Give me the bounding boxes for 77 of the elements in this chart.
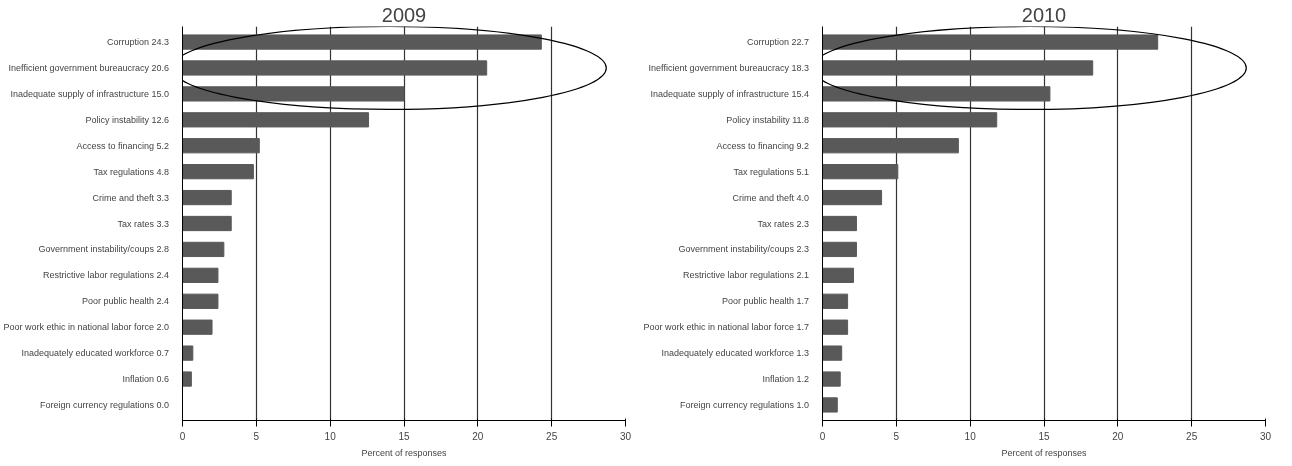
category-label: Corruption 24.3 [106,37,170,48]
bar [182,112,370,128]
bar [822,215,857,232]
bar [822,267,855,283]
category-label: Inefficient government bureaucracy 18.3 [648,62,810,73]
category-label: Poor work ethic in national labor force 2.0 [3,322,169,333]
bar [182,345,194,361]
category-label: Foreign currency regulations 1.0 [679,399,810,410]
bar [822,60,1094,76]
category-label: Crime and theft 3.3 [92,192,170,203]
category-label: Crime and theft 4.0 [732,192,810,203]
bar [822,189,883,206]
x-tick-label: 25 [1186,430,1198,442]
category-label: Tax regulations 5.1 [733,166,809,177]
bar [182,86,405,102]
chart-title: 2009 [381,3,427,26]
category-label: Foreign currency regulations 0.0 [39,399,170,410]
bar [822,138,959,154]
bar [822,164,899,180]
x-tick-label: 20 [1112,430,1124,442]
bar [822,319,849,335]
bar [822,397,838,413]
x-tick-label: 0 [819,430,826,442]
x-tick-label: 20 [472,430,484,442]
bar [182,34,542,50]
category-label: Policy instability 11.8 [726,114,809,125]
category-label: Tax rates 3.3 [117,218,169,229]
bar [822,293,849,309]
x-tick-label: 5 [253,430,260,442]
category-label: Inflation 0.6 [122,374,170,385]
category-label: Inadequately educated workforce 1.3 [661,348,810,359]
bar [822,86,1051,102]
x-tick-label: 5 [893,430,900,442]
category-label: Government instability/coups 2.8 [38,244,170,255]
x-axis-title: Percent of responses [361,447,448,458]
category-label: Tax rates 2.3 [757,218,809,229]
category-label: Poor public health 1.7 [721,296,809,307]
category-label: Policy instability 12.6 [85,114,170,125]
category-label: Tax regulations 4.8 [93,166,169,177]
category-label: Inefficient government bureaucracy 20.6 [8,62,170,73]
x-tick-label: 10 [964,430,977,442]
bar [182,319,213,335]
category-label: Restrictive labor regulations 2.1 [682,270,809,281]
x-tick-label: 15 [398,430,410,442]
category-label: Inadequate supply of infrastructure 15.4 [650,88,810,99]
category-label: Inflation 1.2 [762,374,810,385]
bar [822,112,998,128]
category-label: Inadequately educated workforce 0.7 [21,348,170,359]
bar [182,189,232,206]
bar [182,60,488,76]
bar [182,215,232,232]
category-label: Poor work ethic in national labor force 1.7 [643,322,809,333]
bar [182,164,254,180]
bar [182,267,219,283]
x-tick-label: 30 [619,430,632,442]
bar [182,241,225,258]
x-axis-title: Percent of responses [1001,447,1088,458]
category-label: Access to financing 9.2 [716,140,810,151]
category-label: Restrictive labor regulations 2.4 [42,270,169,281]
x-tick-label: 25 [546,430,558,442]
x-tick-label: 30 [1259,430,1272,442]
bar [822,371,841,387]
bar [822,34,1159,50]
x-tick-label: 15 [1038,430,1050,442]
x-tick-label: 0 [179,430,186,442]
category-label: Access to financing 5.2 [76,140,170,151]
bar [182,293,219,309]
bar [822,241,857,258]
category-label: Government instability/coups 2.3 [678,244,810,255]
bar [182,371,192,387]
x-tick-label: 10 [324,430,337,442]
category-label: Inadequate supply of infrastructure 15.0 [10,88,170,99]
bar [822,345,843,361]
chart-title: 2010 [1021,3,1067,26]
category-label: Corruption 22.7 [746,37,810,48]
bar [182,138,260,154]
category-label: Poor public health 2.4 [81,296,169,307]
